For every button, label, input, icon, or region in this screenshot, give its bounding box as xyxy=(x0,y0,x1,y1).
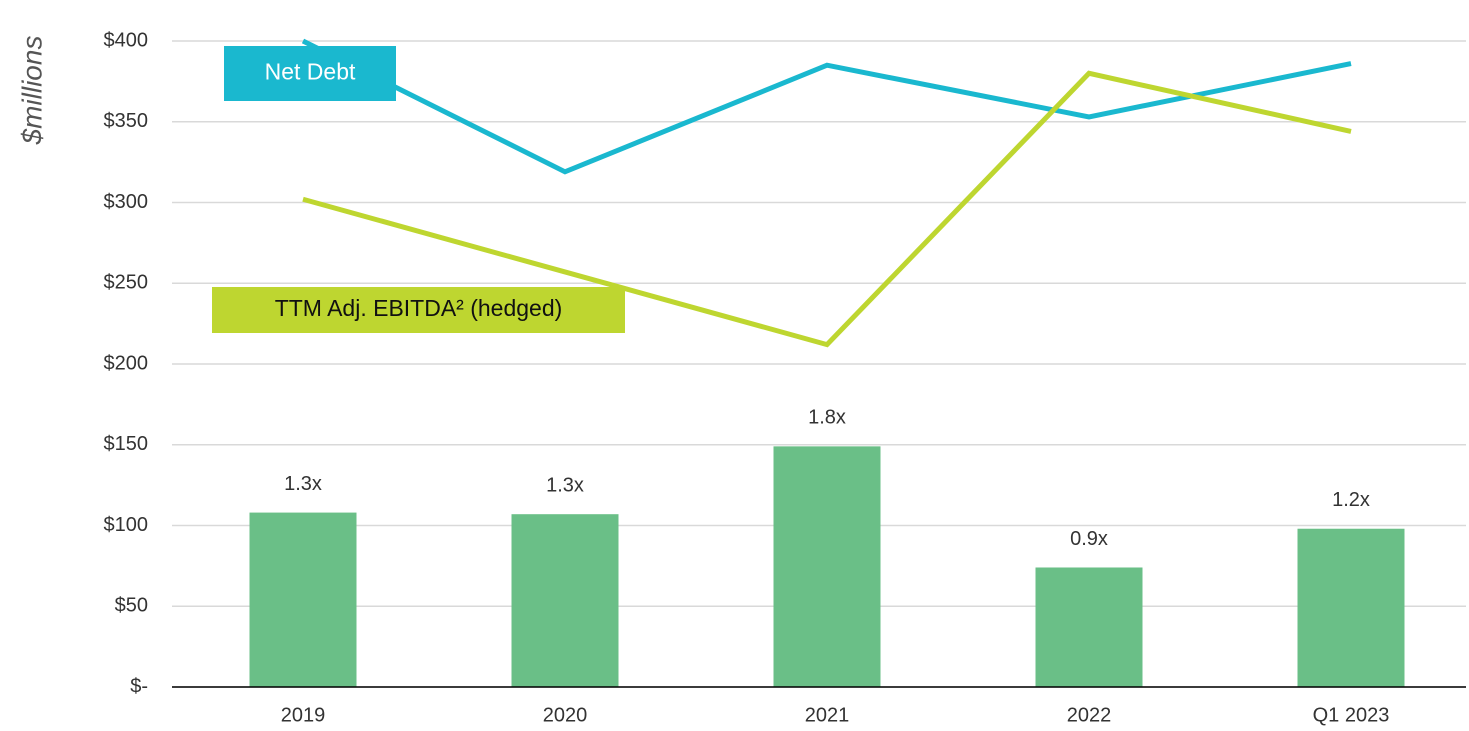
bar xyxy=(1035,567,1143,687)
x-tick-label: 2020 xyxy=(543,704,588,726)
x-tick-label: 2021 xyxy=(805,704,850,726)
line-series xyxy=(302,70,1352,348)
y-tick-label: $100 xyxy=(104,514,149,536)
y-tick-label: $350 xyxy=(104,110,149,132)
x-tick-label: 2022 xyxy=(1067,704,1112,726)
bar xyxy=(773,446,881,687)
y-tick-label: $200 xyxy=(104,352,149,374)
bar-label: 1.8x xyxy=(808,407,846,429)
bar-label: 1.3x xyxy=(546,474,584,496)
y-tick-label: $250 xyxy=(104,272,149,294)
x-tick-label: 2019 xyxy=(281,704,326,726)
bar xyxy=(1297,528,1405,687)
y-axis-label: $millions xyxy=(16,36,47,146)
y-tick-label: $- xyxy=(130,675,148,697)
bar-label: 1.2x xyxy=(1332,489,1370,511)
x-tick-label: Q1 2023 xyxy=(1313,704,1390,726)
bar xyxy=(249,512,357,687)
bar-label: 1.3x xyxy=(284,473,322,495)
y-tick-label: $400 xyxy=(104,29,149,51)
legend-label: TTM Adj. EBITDA² (hedged) xyxy=(275,295,563,321)
bar xyxy=(511,514,619,687)
legend-label: Net Debt xyxy=(265,59,356,85)
y-tick-label: $150 xyxy=(104,433,149,455)
legend-box xyxy=(212,287,625,333)
line-series xyxy=(301,38,1352,175)
y-tick-label: $300 xyxy=(104,191,149,213)
legend-box xyxy=(224,46,396,101)
y-tick-label: $50 xyxy=(115,595,148,617)
bar-label: 0.9x xyxy=(1070,528,1108,550)
